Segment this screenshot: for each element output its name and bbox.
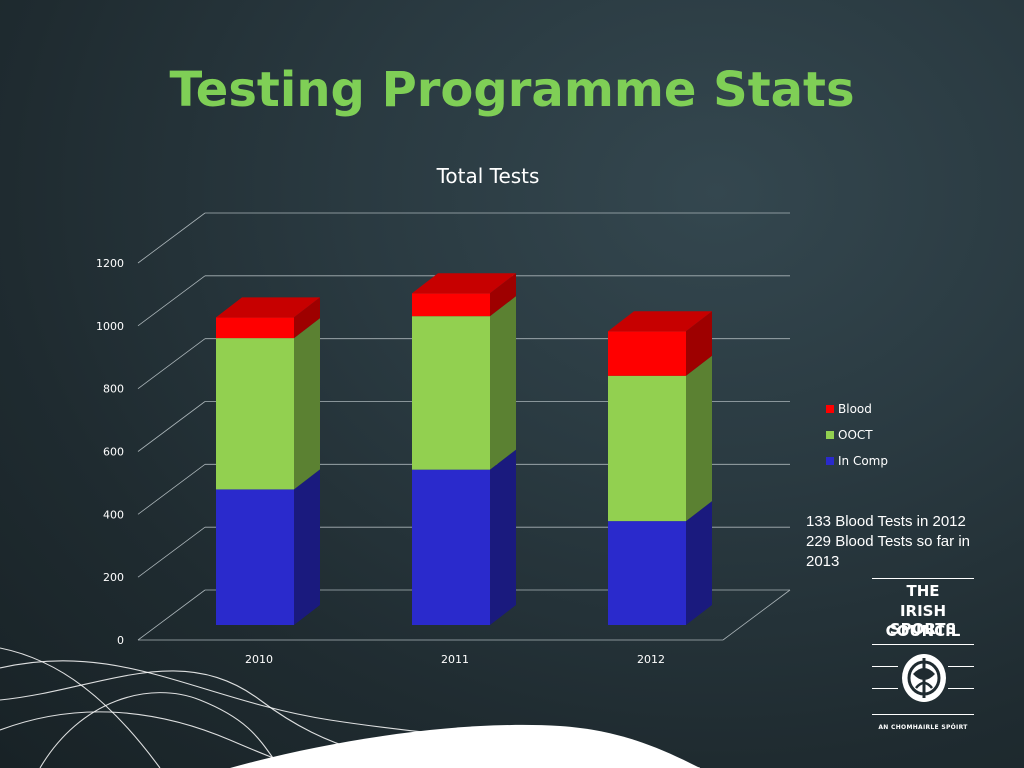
bar-blood-2010 [216, 317, 294, 339]
bar-blood-2011-top [412, 273, 516, 294]
logo-text-council: COUNCIL [885, 622, 961, 640]
legend-swatch-blood [826, 405, 834, 413]
y-tick-label: 1000 [96, 320, 124, 333]
gridline-depth [137, 401, 206, 452]
bar-in-comp-2010-side [294, 469, 320, 625]
logo-rule [872, 714, 974, 715]
bar-in-comp-2012-side [686, 501, 712, 625]
legend-label-in-comp: In Comp [838, 454, 888, 468]
y-tick-label: 800 [103, 383, 124, 396]
bar-ooct-2012-side [686, 355, 712, 522]
gridline-depth [137, 464, 206, 515]
gridline-depth [137, 212, 206, 264]
logo-subtitle: AN CHOMHAIRLE SPÓIRT [878, 724, 968, 731]
bar-blood-2012-side [686, 311, 712, 376]
gridline-depth [137, 338, 206, 389]
note-line-2013: 229 Blood Tests so far in 2013 [806, 533, 975, 570]
bar-blood-2012 [608, 331, 686, 376]
bar-blood-2012-top [608, 311, 712, 332]
legend-label-blood: Blood [838, 402, 872, 416]
bar-blood-2010-side [294, 297, 320, 339]
gridline-depth [137, 275, 206, 327]
floor-edge [722, 589, 791, 641]
bar-ooct-2010-side [294, 318, 320, 490]
x-tick-label: 2011 [441, 653, 469, 666]
logo-rule [948, 666, 974, 667]
bar-in-comp-2012 [608, 521, 686, 625]
logo-rule [872, 666, 898, 667]
bar-in-comp-2010 [216, 489, 294, 625]
decorative-white-swoosh [230, 724, 700, 768]
y-tick-label: 400 [103, 508, 124, 521]
logo-rule [872, 644, 974, 645]
irish-sports-council-logo: THE IRISH SPORTS COUNCIL AN CHOMHAIRLE S… [868, 576, 978, 736]
slide-title: Testing Programme Stats [169, 62, 855, 118]
logo-rule [948, 688, 974, 689]
bar-in-comp-2011 [412, 469, 490, 625]
bar-ooct-2010 [216, 338, 294, 490]
note-line-2012: 133 Blood Tests in 2012 [806, 513, 966, 530]
chart-title: Total Tests [436, 164, 540, 188]
bar-blood-2011-side [490, 273, 516, 317]
bar-ooct-2011 [412, 316, 490, 470]
gridline-depth [137, 526, 206, 578]
legend-label-ooct: OOCT [838, 428, 873, 442]
x-tick-label: 2010 [245, 653, 273, 666]
logo-rule [872, 688, 898, 689]
legend-swatch-ooct [826, 431, 834, 439]
decorative-wave [39, 692, 281, 768]
blood-tests-note: 133 Blood Tests in 2012 229 Blood Tests … [806, 512, 1006, 572]
bar-ooct-2012 [608, 375, 686, 522]
council-emblem-icon [902, 654, 946, 702]
x-tick-label: 2012 [637, 653, 665, 666]
bar-in-comp-2011-side [490, 449, 516, 625]
y-tick-label: 0 [117, 634, 124, 647]
decorative-wave [0, 647, 161, 768]
y-tick-label: 600 [103, 446, 124, 459]
logo-rule [872, 578, 974, 579]
bar-blood-2010-top [216, 297, 320, 318]
logo-text-the: THE [906, 582, 940, 600]
legend-swatch-in-comp [826, 457, 834, 465]
gridline-depth [137, 589, 206, 641]
bar-blood-2011 [412, 293, 490, 317]
bar-ooct-2011-side [490, 296, 516, 470]
y-tick-label: 200 [103, 571, 124, 584]
y-tick-label: 1200 [96, 257, 124, 270]
logo-text-irish-sports: IRISH SPORTS [889, 602, 957, 638]
